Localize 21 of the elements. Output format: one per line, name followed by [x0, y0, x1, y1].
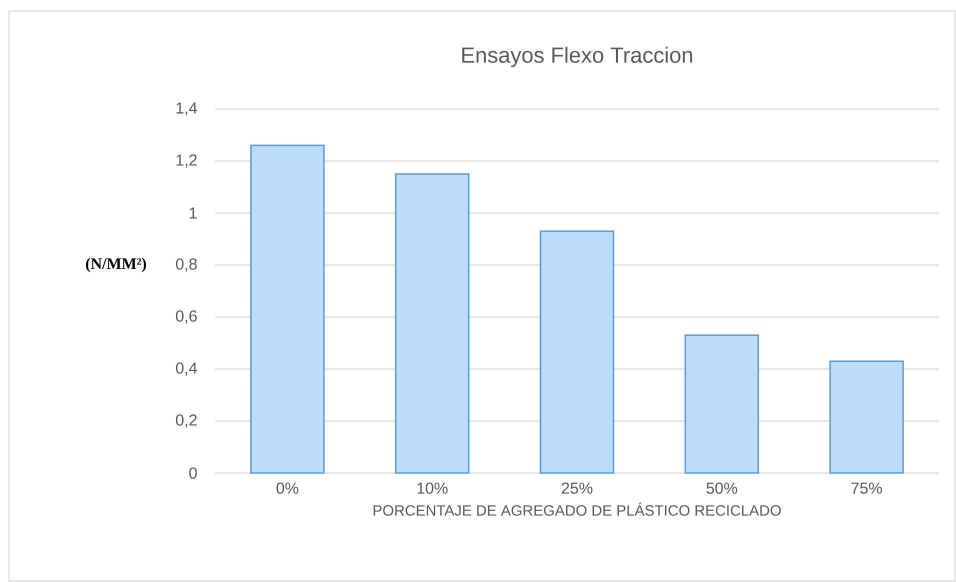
- chart-title: Ensayos Flexo Traccion: [462, 46, 692, 68]
- y-axis-title: (N/MM²): [86, 258, 146, 272]
- y-tick-label: 0,2: [176, 414, 197, 428]
- x-tick-label: 0%: [276, 482, 298, 494]
- y-tick-label: 1,2: [176, 154, 197, 168]
- y-tick-label: 0,6: [176, 310, 197, 324]
- x-tick-label: 25%: [562, 482, 592, 494]
- y-tick-label: 0,4: [176, 362, 198, 376]
- x-tick-label: 75%: [851, 482, 882, 494]
- bar: [540, 230, 614, 474]
- x-tick-label: 50%: [706, 482, 738, 494]
- y-tick-label: 1: [190, 208, 197, 218]
- bar: [250, 144, 325, 474]
- y-tick-label: 0,8: [176, 258, 197, 272]
- bar: [829, 360, 904, 474]
- x-axis-title: PORCENTAJE DE AGREGADO DE PLÁSTICO RECICLADO: [374, 502, 781, 516]
- y-tick-label: 1,4: [176, 102, 198, 116]
- bar: [684, 334, 760, 474]
- y-tick-label: 0: [189, 467, 197, 479]
- bar: [394, 173, 470, 474]
- x-tick-label: 10%: [417, 482, 448, 494]
